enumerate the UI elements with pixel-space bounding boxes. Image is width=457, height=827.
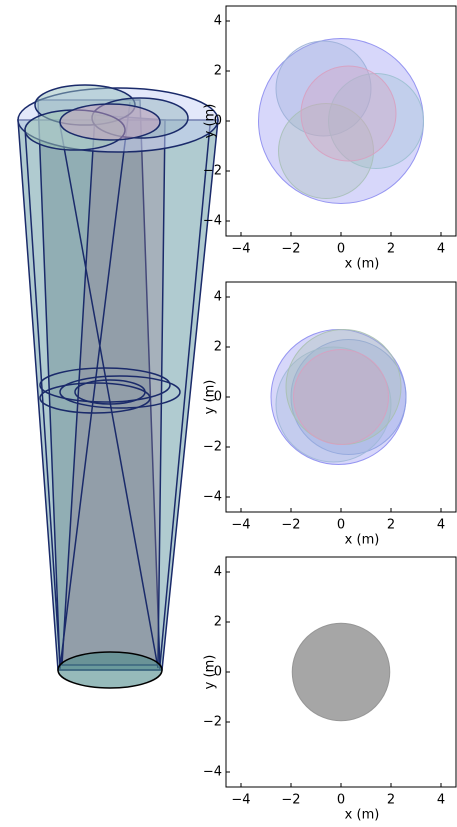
cone-illustration [18, 85, 218, 688]
y-tick-label: −2 [203, 715, 222, 730]
top-ellipse [60, 104, 160, 140]
x-tick-label: −2 [281, 242, 300, 257]
y-tick-label: −4 [203, 214, 222, 229]
y-tick-label: 2 [214, 64, 222, 79]
y-tick-label: −2 [203, 440, 222, 455]
x-tick-label: 0 [337, 518, 345, 533]
y-axis-label: y (m) [203, 104, 218, 139]
x-tick-label: 0 [337, 242, 345, 257]
y-axis-label: y (m) [203, 380, 218, 415]
x-tick-label: −2 [281, 793, 300, 808]
y-tick-label: 4 [214, 14, 222, 29]
x-tick-label: −2 [281, 518, 300, 533]
x-tick-label: 4 [437, 793, 445, 808]
y-tick-label: 2 [214, 615, 222, 630]
y-axis-label: y (m) [203, 655, 218, 690]
x-tick-label: 2 [387, 242, 395, 257]
y-tick-label: −4 [203, 765, 222, 780]
bottom-ellipse [58, 652, 162, 688]
circle [301, 66, 396, 161]
y-tick-label: 4 [214, 290, 222, 305]
x-tick-label: 2 [387, 518, 395, 533]
x-tick-label: 4 [437, 518, 445, 533]
x-tick-label: −4 [231, 793, 250, 808]
figure: −4−2024−4−2024x (m)y (m)−4−2024−4−2024x … [0, 0, 457, 827]
circle [292, 623, 390, 721]
x-tick-label: 4 [437, 242, 445, 257]
x-tick-label: 0 [337, 793, 345, 808]
x-axis-label: x (m) [345, 533, 380, 548]
x-tick-label: −4 [231, 518, 250, 533]
x-axis-label: x (m) [345, 808, 380, 823]
circle [294, 350, 389, 445]
x-axis-label: x (m) [345, 257, 380, 272]
y-tick-label: −4 [203, 490, 222, 505]
x-tick-label: 2 [387, 793, 395, 808]
y-tick-label: 2 [214, 340, 222, 355]
y-tick-label: 4 [214, 565, 222, 580]
y-tick-label: −2 [203, 164, 222, 179]
x-tick-label: −4 [231, 242, 250, 257]
